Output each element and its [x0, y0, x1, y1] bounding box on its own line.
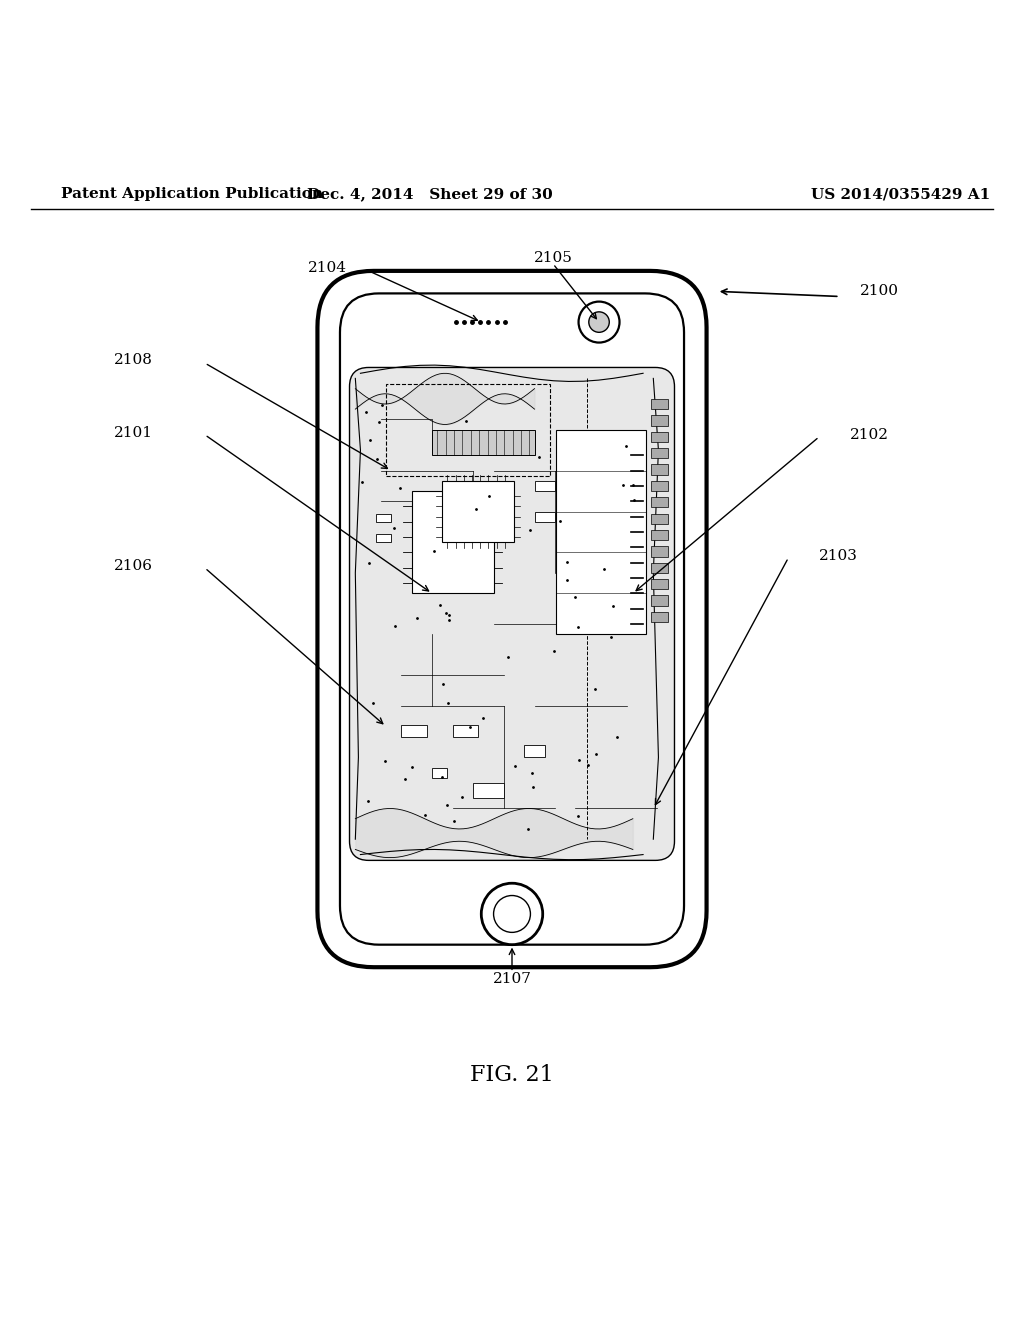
Bar — [651, 399, 668, 409]
Bar — [651, 447, 668, 458]
Bar — [432, 767, 447, 777]
Text: 2108: 2108 — [114, 352, 153, 367]
Text: 2100: 2100 — [860, 284, 899, 298]
Bar — [453, 725, 478, 737]
Circle shape — [481, 883, 543, 945]
Bar — [651, 579, 668, 589]
Text: 2103: 2103 — [819, 549, 858, 562]
Bar — [535, 512, 555, 521]
Text: 2107: 2107 — [493, 973, 531, 986]
FancyBboxPatch shape — [317, 271, 707, 968]
Bar — [651, 432, 668, 442]
Bar — [432, 429, 535, 455]
Bar — [376, 535, 391, 543]
Bar — [376, 513, 391, 521]
Bar — [386, 384, 550, 475]
Circle shape — [494, 895, 530, 932]
Bar — [651, 513, 668, 524]
Bar — [535, 480, 555, 491]
Circle shape — [589, 312, 609, 333]
Circle shape — [579, 301, 620, 343]
Bar — [651, 529, 668, 540]
Bar — [401, 725, 427, 737]
Text: 2104: 2104 — [308, 261, 347, 275]
FancyBboxPatch shape — [350, 368, 674, 859]
Bar — [651, 416, 668, 425]
Bar — [473, 783, 504, 799]
Bar — [651, 480, 668, 491]
Bar — [442, 480, 514, 543]
Bar — [556, 429, 646, 635]
Text: 2106: 2106 — [114, 558, 153, 573]
Text: Dec. 4, 2014   Sheet 29 of 30: Dec. 4, 2014 Sheet 29 of 30 — [307, 187, 553, 201]
Bar — [651, 595, 668, 606]
Text: FIG. 21: FIG. 21 — [470, 1064, 554, 1086]
Text: 2101: 2101 — [114, 425, 153, 440]
Bar — [651, 465, 668, 475]
Bar — [651, 562, 668, 573]
Text: 2102: 2102 — [850, 428, 889, 442]
Text: Patent Application Publication: Patent Application Publication — [61, 187, 324, 201]
Bar — [412, 491, 494, 594]
Bar — [651, 546, 668, 557]
FancyBboxPatch shape — [350, 368, 674, 859]
Bar — [651, 498, 668, 507]
Bar — [651, 612, 668, 622]
FancyBboxPatch shape — [340, 293, 684, 945]
Bar — [524, 744, 545, 758]
Text: 2105: 2105 — [534, 251, 572, 264]
Text: US 2014/0355429 A1: US 2014/0355429 A1 — [811, 187, 991, 201]
